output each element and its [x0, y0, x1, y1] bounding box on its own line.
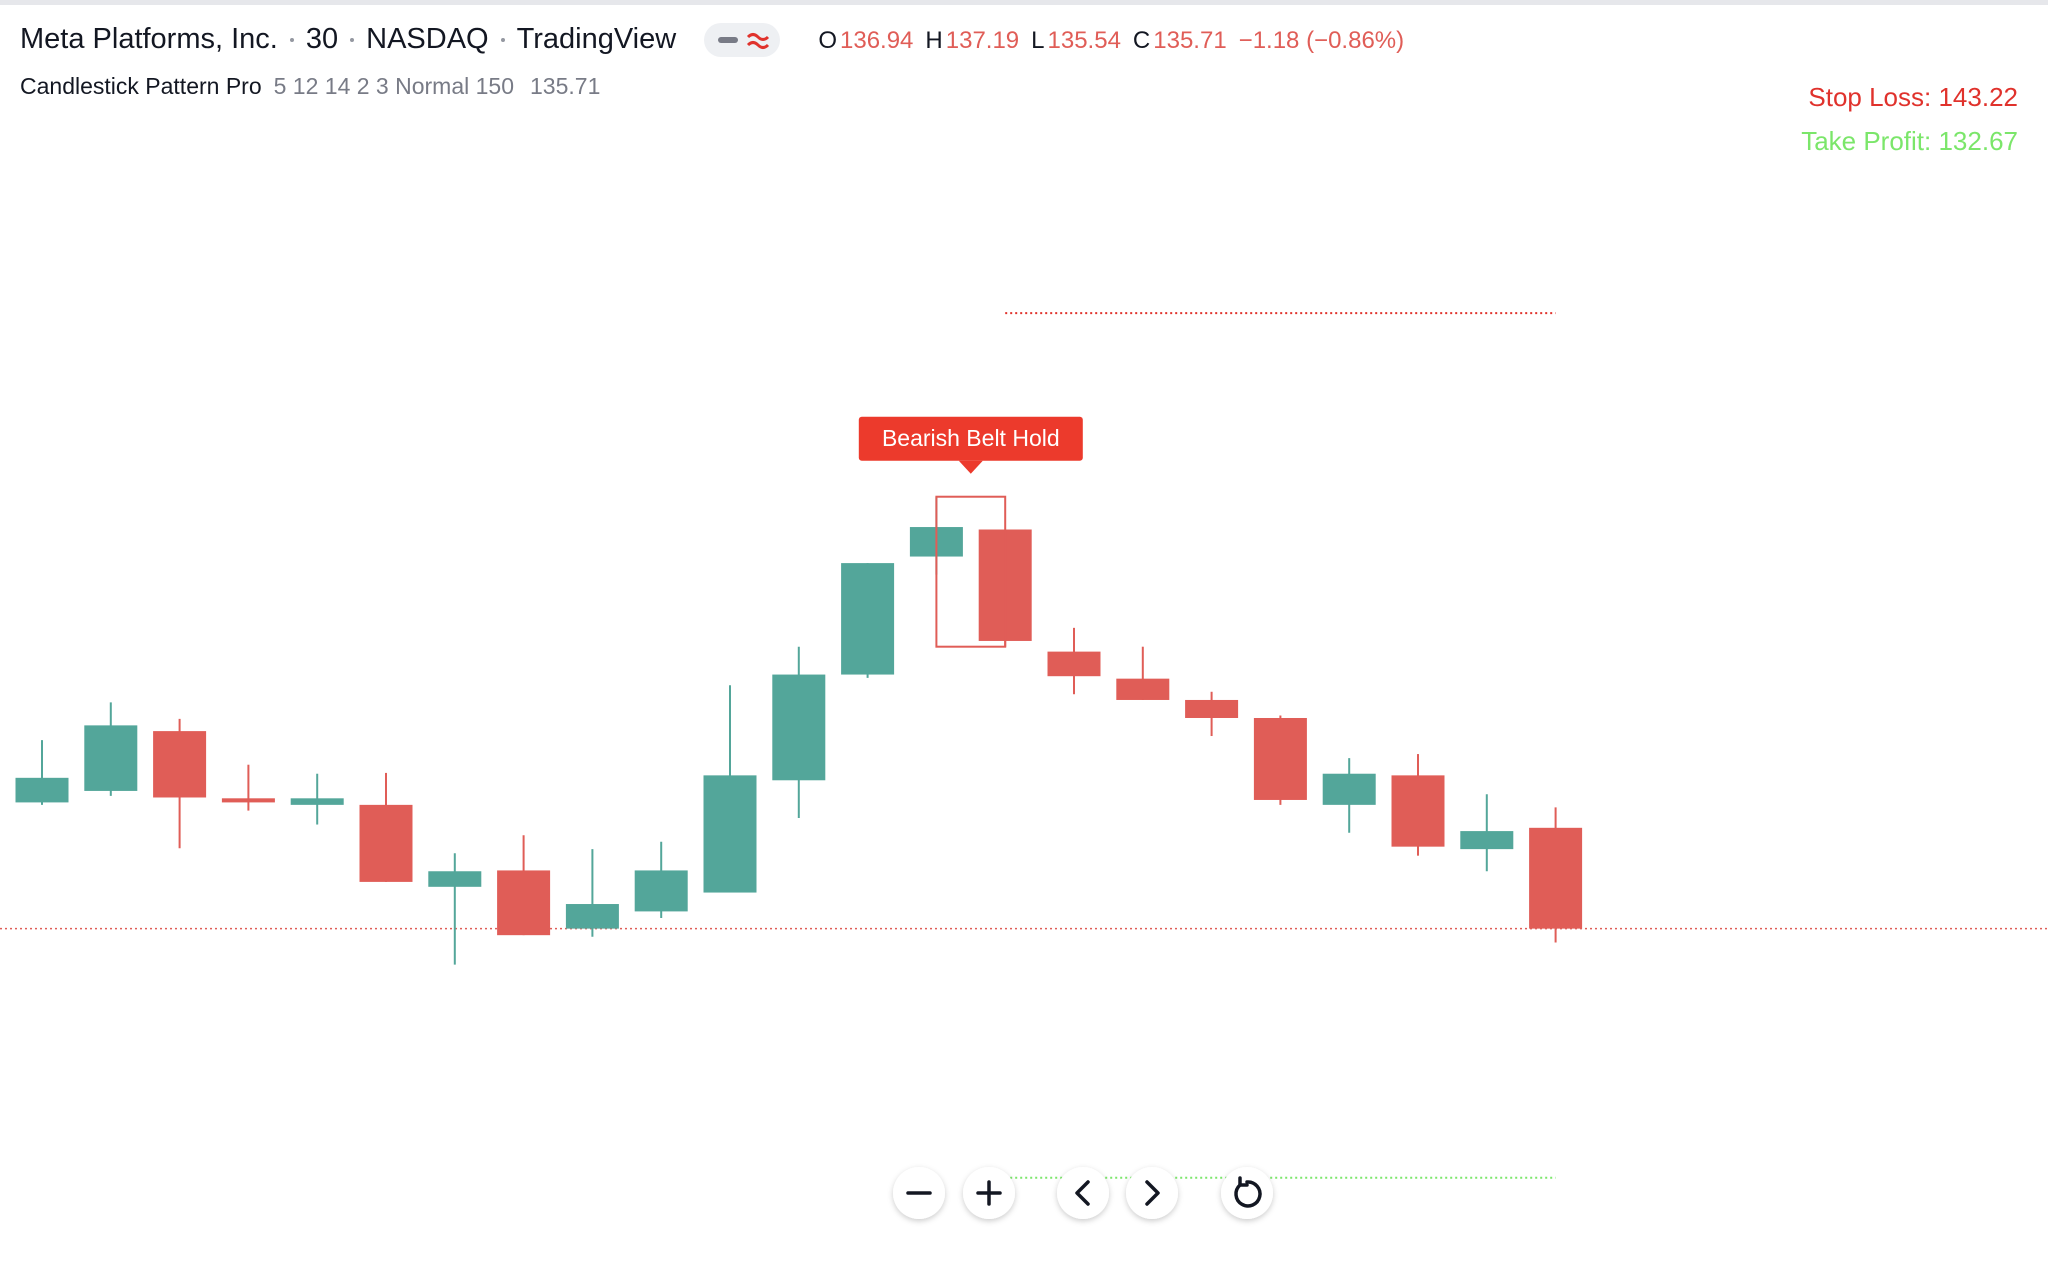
- candle-body: [1322, 773, 1376, 805]
- ohlc-value: 135.54: [1047, 27, 1121, 54]
- stop-loss-label: Stop Loss: 143.22: [1808, 82, 2018, 112]
- candle-body: [1391, 775, 1445, 847]
- indicator-row: Candlestick Pattern Pro 5 12 14 2 3 Norma…: [20, 73, 612, 100]
- candle-body: [634, 870, 688, 912]
- ohlc-values: O 136.94 H 137.19 L 135.54 C 135.71 −1.18 (−0.86…: [818, 27, 1404, 54]
- candle-body: [1460, 831, 1514, 850]
- indicator-params: 5 12 14 2 3 Normal 150: [273, 73, 515, 99]
- ohlc-label: H: [925, 27, 943, 54]
- candle-body: [290, 798, 344, 805]
- candle-body: [772, 674, 826, 781]
- ohlc-label: C: [1132, 27, 1151, 54]
- candle-body: [1529, 827, 1583, 929]
- candle-body: [1047, 651, 1101, 677]
- indicator-name: Candlestick Pattern Pro: [20, 73, 262, 99]
- candle-body: [497, 870, 551, 936]
- legend-row: Meta Platforms, Inc. 30 NASDAQ TradingView …: [20, 23, 1416, 58]
- candle-body: [565, 904, 619, 929]
- exchange: NASDAQ: [366, 23, 489, 55]
- candle-body: [1185, 699, 1239, 718]
- candle-body: [1116, 678, 1170, 700]
- pattern-label: Bearish Belt Hold: [882, 425, 1060, 451]
- candle-body: [1253, 717, 1307, 800]
- candle-body: [841, 563, 895, 675]
- chart: Stop Loss: 143.22 Take Profit: 132.67 Bear…: [0, 82, 2048, 1179]
- candle-body: [84, 725, 138, 791]
- pattern-label-pointer: [958, 460, 983, 474]
- indicator-value: 135.71: [530, 73, 601, 99]
- toggle-pill[interactable]: [704, 23, 781, 58]
- ohlc-value: 135.71: [1153, 27, 1227, 54]
- candle-body: [15, 777, 69, 803]
- take-profit-label: Take Profit: 132.67: [1801, 126, 2018, 156]
- change: −1.18 (−0.86%): [1238, 27, 1405, 54]
- source: TradingView: [516, 23, 677, 55]
- pattern-label-bg: [858, 416, 1083, 461]
- ohlc-label: O: [818, 27, 837, 54]
- candle-body: [221, 798, 275, 803]
- candle-body: [359, 804, 413, 882]
- candle-body: [428, 871, 482, 887]
- interval: 30: [305, 23, 339, 55]
- pattern-box: [935, 495, 1007, 648]
- candle-body: [703, 775, 757, 893]
- pill-icons: [718, 33, 770, 50]
- symbol: Meta Platforms, Inc.: [20, 23, 278, 55]
- ohlc-value: 137.19: [945, 27, 1020, 54]
- ohlc-value: 136.94: [840, 27, 914, 54]
- ohlc-label: L: [1031, 27, 1045, 54]
- candle-body: [153, 731, 207, 798]
